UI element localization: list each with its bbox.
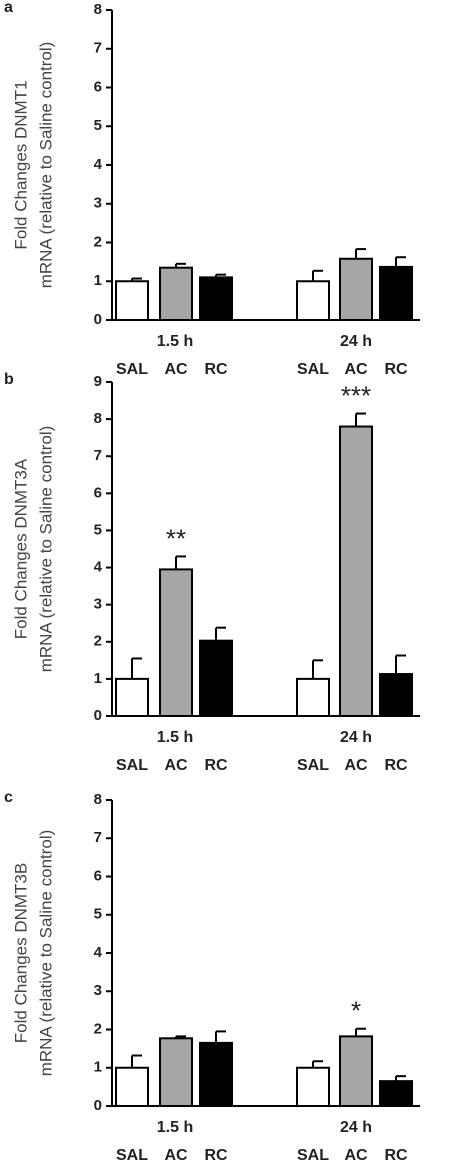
y-tick-label: 7 xyxy=(94,829,102,846)
series-label: RC xyxy=(204,361,228,378)
series-label: SAL xyxy=(116,361,148,378)
y-tick-label: 2 xyxy=(94,1020,102,1037)
y-tick-label: 0 xyxy=(94,311,102,328)
y-tick-label: 3 xyxy=(94,596,102,613)
group-label: 24 h xyxy=(340,333,372,350)
y-tick-label: 0 xyxy=(94,1097,102,1114)
y-tick-label: 2 xyxy=(94,633,102,650)
series-label: SAL xyxy=(116,1147,148,1164)
y-tick-label: 8 xyxy=(94,410,102,427)
y-tick-label: 4 xyxy=(94,156,103,173)
series-label: AC xyxy=(344,361,368,378)
y-tick-label: 6 xyxy=(94,484,102,501)
bar xyxy=(339,1035,373,1108)
y-tick-label: 7 xyxy=(94,447,102,464)
series-label: AC xyxy=(344,757,368,774)
panel-label: c xyxy=(4,789,13,806)
y-tick-label: 9 xyxy=(94,373,102,390)
y-tick-label: 5 xyxy=(94,117,102,134)
panel-label: b xyxy=(4,371,14,388)
bar xyxy=(159,266,193,321)
bar xyxy=(339,425,373,717)
y-tick-label: 2 xyxy=(94,233,102,250)
bar xyxy=(296,1066,330,1107)
y-tick-label: 0 xyxy=(94,707,102,724)
series-label: RC xyxy=(204,1147,228,1164)
bar xyxy=(296,280,330,321)
y-axis-label: mRNA (relative to Saline control) xyxy=(36,830,55,1077)
series-label: SAL xyxy=(116,757,148,774)
y-tick-label: 4 xyxy=(94,944,103,961)
y-tick-label: 1 xyxy=(94,670,102,687)
bar xyxy=(199,639,233,717)
y-axis-label: mRNA (relative to Saline control) xyxy=(36,42,55,289)
y-tick-label: 3 xyxy=(94,982,102,999)
series-label: AC xyxy=(344,1147,368,1164)
significance: * xyxy=(351,996,361,1026)
y-tick-label: 7 xyxy=(94,40,102,57)
panel-label: a xyxy=(4,0,13,16)
bar xyxy=(379,1080,413,1107)
bar xyxy=(296,677,330,718)
series-label: AC xyxy=(164,757,188,774)
series-label: AC xyxy=(164,1147,188,1164)
bar xyxy=(159,568,193,718)
bar xyxy=(115,1066,149,1107)
bar xyxy=(159,1037,193,1107)
y-tick-label: 6 xyxy=(94,867,102,884)
series-label: RC xyxy=(384,361,408,378)
bar xyxy=(339,257,373,321)
y-tick-label: 5 xyxy=(94,521,102,538)
y-tick-label: 6 xyxy=(94,78,102,95)
group-label: 1.5 h xyxy=(157,729,193,746)
series-label: RC xyxy=(204,757,228,774)
series-label: SAL xyxy=(297,757,329,774)
bar xyxy=(115,280,149,321)
group-label: 1.5 h xyxy=(157,1119,193,1136)
bar xyxy=(115,677,149,718)
group-label: 24 h xyxy=(340,1119,372,1136)
bar xyxy=(199,1041,233,1107)
y-axis-label: Fold Changes DNMT3A xyxy=(11,458,30,639)
significance: *** xyxy=(341,380,371,410)
group-label: 1.5 h xyxy=(157,333,193,350)
y-tick-label: 1 xyxy=(94,1059,102,1076)
y-axis-label: mRNA (relative to Saline control) xyxy=(36,426,55,673)
significance: ** xyxy=(166,523,186,553)
y-tick-label: 8 xyxy=(94,791,102,808)
y-tick-label: 5 xyxy=(94,906,102,923)
y-tick-label: 3 xyxy=(94,195,102,212)
series-label: RC xyxy=(384,1147,408,1164)
y-tick-label: 8 xyxy=(94,1,102,18)
series-label: SAL xyxy=(297,361,329,378)
y-tick-label: 4 xyxy=(94,559,103,576)
bar xyxy=(379,673,413,718)
group-label: 24 h xyxy=(340,729,372,746)
y-axis-label: Fold Changes DNMT1 xyxy=(11,80,30,249)
series-label: AC xyxy=(164,361,188,378)
y-tick-label: 1 xyxy=(94,272,102,289)
bar xyxy=(379,265,413,322)
series-label: SAL xyxy=(297,1147,329,1164)
series-label: RC xyxy=(384,757,408,774)
bar xyxy=(199,276,233,321)
y-axis-label: Fold Changes DNMT3B xyxy=(11,863,30,1043)
